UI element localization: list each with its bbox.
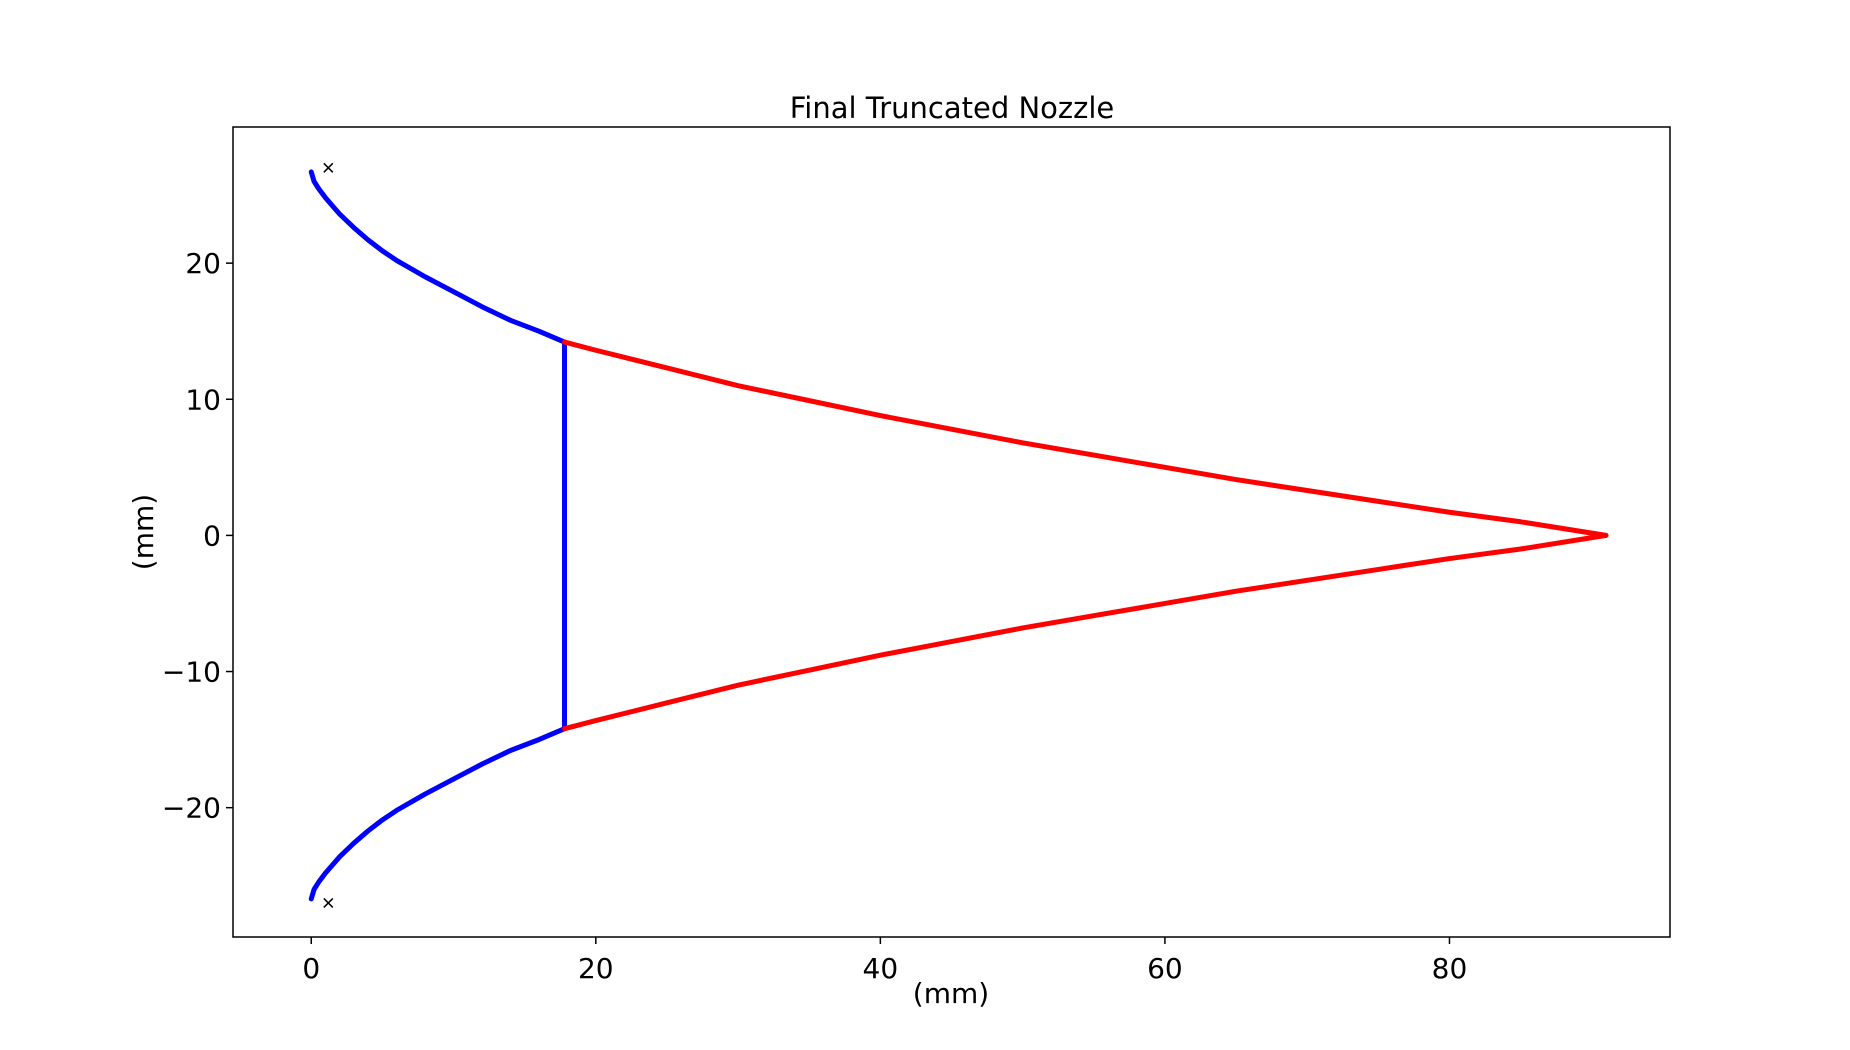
y-tick-label-3: 10 bbox=[185, 383, 221, 416]
x-tick-label-1: 20 bbox=[578, 952, 614, 985]
x-tick-label-0: 0 bbox=[302, 952, 320, 985]
y-axis-label: (mm) bbox=[127, 494, 160, 570]
y-tick-label-4: 20 bbox=[185, 247, 221, 280]
series-line-4 bbox=[562, 532, 1609, 732]
x-tick-label-4: 80 bbox=[1432, 952, 1468, 985]
series-line-0 bbox=[308, 169, 568, 345]
y-tick-label-2: 0 bbox=[203, 519, 221, 552]
y-axis-ticks: −20 −10 0 10 20 bbox=[162, 247, 233, 825]
series-line-3 bbox=[562, 339, 1609, 538]
x-tick-label-2: 40 bbox=[863, 952, 899, 985]
plot-area-frame bbox=[232, 126, 1671, 938]
y-tick-label-0: −20 bbox=[162, 792, 221, 825]
marker-layer bbox=[323, 162, 334, 908]
chart-title: Final Truncated Nozzle bbox=[790, 91, 1115, 125]
series-layer bbox=[308, 169, 1609, 902]
x-tick-label-3: 60 bbox=[1147, 952, 1183, 985]
x-marker-0 bbox=[323, 162, 334, 173]
series-line-1 bbox=[308, 726, 568, 902]
x-axis-label: (mm) bbox=[913, 977, 989, 1010]
y-tick-label-1: −10 bbox=[162, 656, 221, 689]
x-marker-1 bbox=[323, 897, 334, 908]
x-axis-ticks: 0 20 40 60 80 bbox=[302, 937, 1467, 985]
